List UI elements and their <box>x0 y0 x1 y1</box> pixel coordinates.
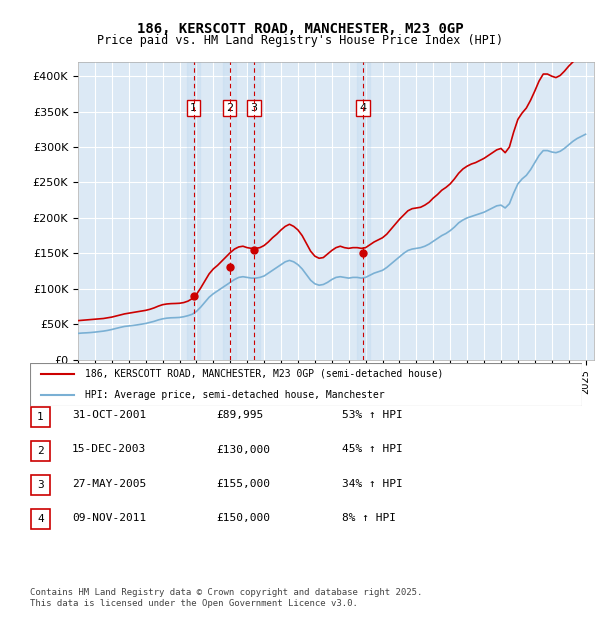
FancyBboxPatch shape <box>31 441 50 461</box>
FancyBboxPatch shape <box>31 476 50 495</box>
Bar <box>223 62 236 360</box>
Text: £89,995: £89,995 <box>216 410 263 420</box>
FancyBboxPatch shape <box>31 407 50 427</box>
Text: 8% ↑ HPI: 8% ↑ HPI <box>342 513 396 523</box>
Text: HPI: Average price, semi-detached house, Manchester: HPI: Average price, semi-detached house,… <box>85 390 385 401</box>
Text: 186, KERSCOTT ROAD, MANCHESTER, M23 0GP: 186, KERSCOTT ROAD, MANCHESTER, M23 0GP <box>137 22 463 36</box>
Text: 45% ↑ HPI: 45% ↑ HPI <box>342 445 403 454</box>
Text: 3: 3 <box>251 103 257 113</box>
Text: 2: 2 <box>226 103 233 113</box>
Text: 34% ↑ HPI: 34% ↑ HPI <box>342 479 403 489</box>
Bar <box>187 62 200 360</box>
Text: 1: 1 <box>37 412 44 422</box>
Text: 31-OCT-2001: 31-OCT-2001 <box>72 410 146 420</box>
Text: £150,000: £150,000 <box>216 513 270 523</box>
Text: Contains HM Land Registry data © Crown copyright and database right 2025.
This d: Contains HM Land Registry data © Crown c… <box>30 588 422 608</box>
Text: 186, KERSCOTT ROAD, MANCHESTER, M23 0GP (semi-detached house): 186, KERSCOTT ROAD, MANCHESTER, M23 0GP … <box>85 368 443 379</box>
Text: 09-NOV-2011: 09-NOV-2011 <box>72 513 146 523</box>
FancyBboxPatch shape <box>30 363 582 406</box>
FancyBboxPatch shape <box>31 510 50 529</box>
Text: Price paid vs. HM Land Registry's House Price Index (HPI): Price paid vs. HM Land Registry's House … <box>97 34 503 47</box>
Bar <box>248 62 260 360</box>
Text: £130,000: £130,000 <box>216 445 270 454</box>
Text: 2: 2 <box>37 446 44 456</box>
Text: 1: 1 <box>190 103 197 113</box>
Bar <box>357 62 370 360</box>
Text: 15-DEC-2003: 15-DEC-2003 <box>72 445 146 454</box>
Text: 53% ↑ HPI: 53% ↑ HPI <box>342 410 403 420</box>
Text: 4: 4 <box>359 103 367 113</box>
Text: 4: 4 <box>37 514 44 525</box>
Text: £155,000: £155,000 <box>216 479 270 489</box>
Text: 3: 3 <box>37 480 44 490</box>
Text: 27-MAY-2005: 27-MAY-2005 <box>72 479 146 489</box>
